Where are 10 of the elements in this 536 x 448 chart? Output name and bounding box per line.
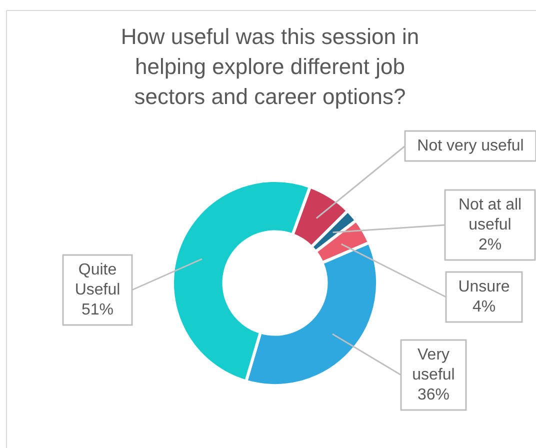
slice-label: Not at all useful — [458, 196, 522, 234]
slice-label: Very useful — [412, 346, 455, 384]
slice-label: Quite Useful — [74, 261, 120, 298]
data-label: 4% — [472, 298, 496, 316]
data-label: 36% — [417, 386, 450, 404]
slice-label: Unsure — [458, 278, 510, 296]
data-label: 51% — [81, 301, 114, 318]
chart-title: How useful was this session in helping explore different job sectors and career options? — [120, 23, 420, 111]
data-label: 2% — [478, 236, 502, 254]
slice-label: Not very useful — [417, 137, 524, 154]
